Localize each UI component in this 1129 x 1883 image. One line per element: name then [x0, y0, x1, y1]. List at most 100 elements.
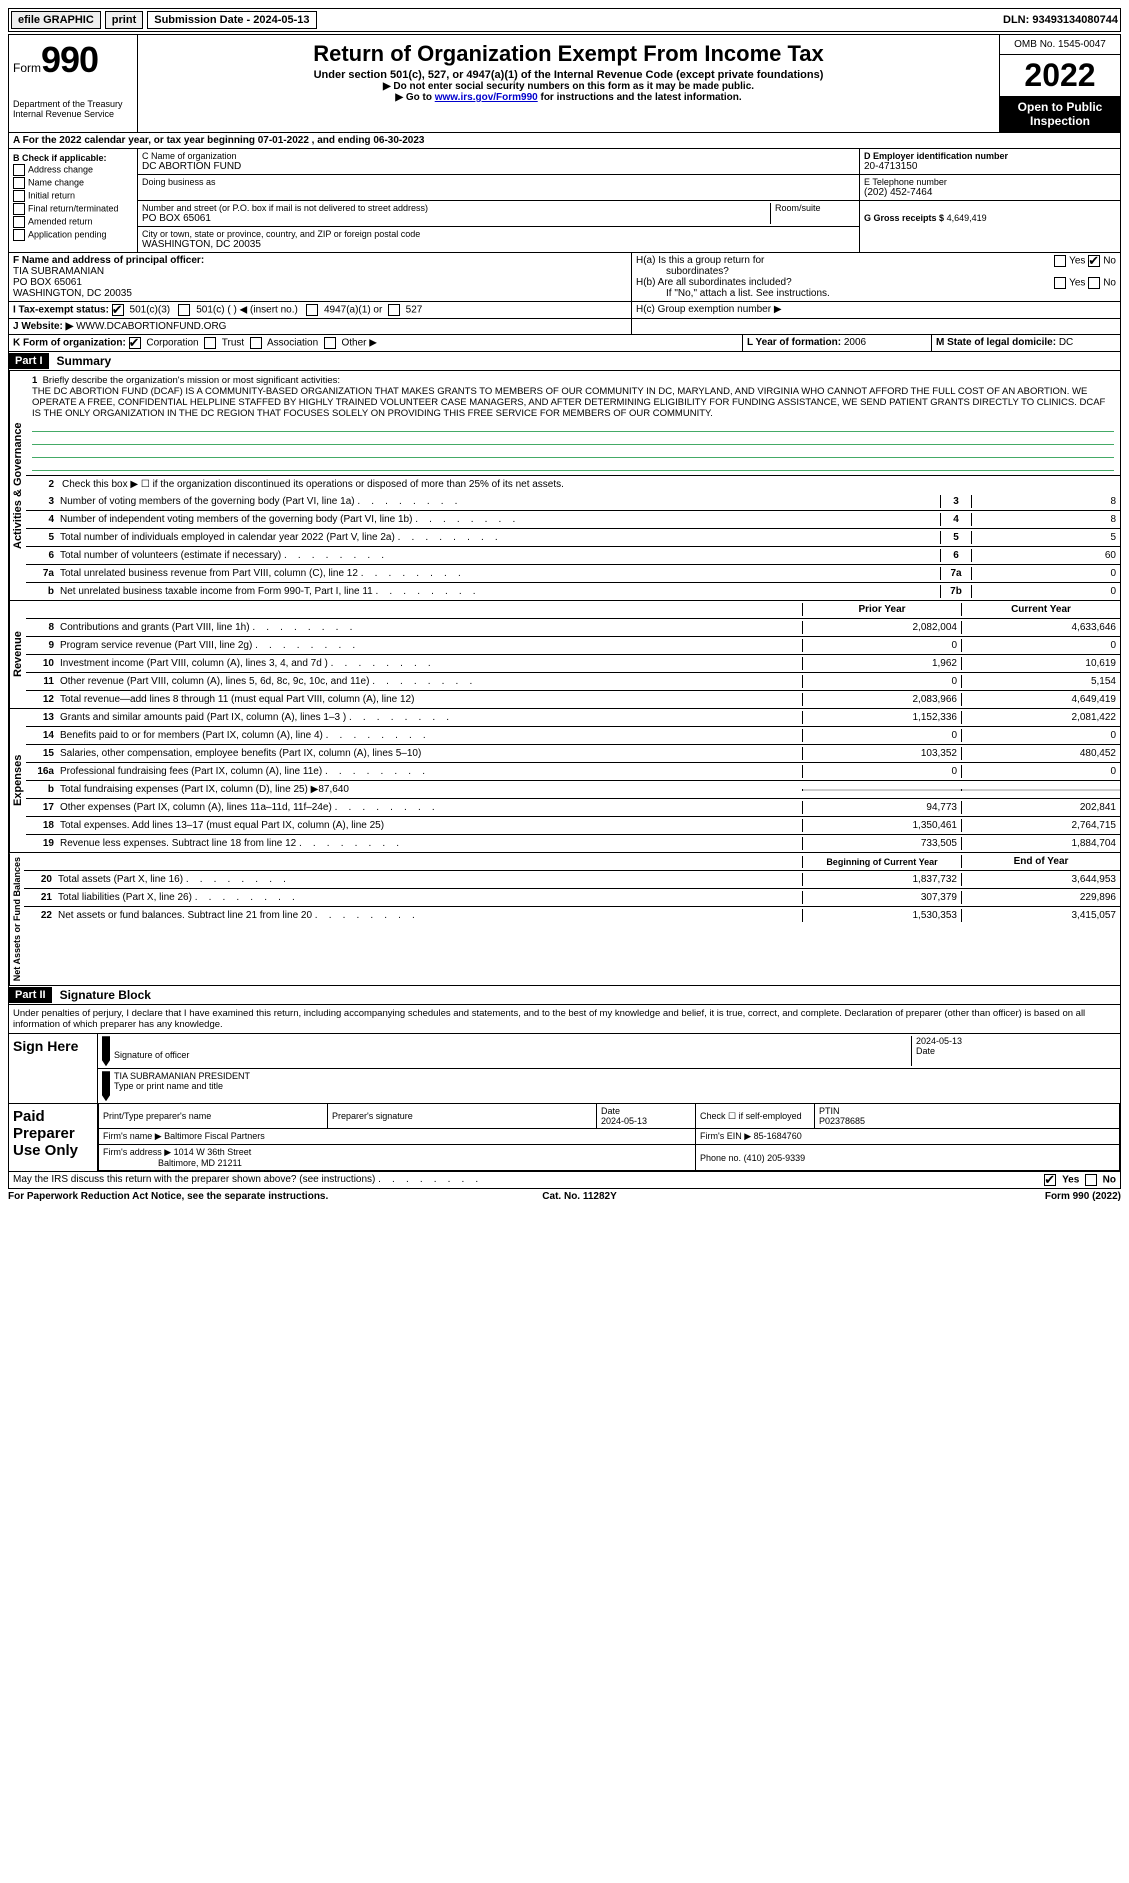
- l16b-v: 87,640: [318, 784, 349, 795]
- dba-lbl: Doing business as: [142, 177, 855, 187]
- part2-hdr: Part II Signature Block: [8, 986, 1121, 1005]
- l10: Investment income (Part VIII, column (A)…: [58, 657, 802, 670]
- c18: 2,764,715: [961, 819, 1120, 832]
- header-left: Form990 Department of the Treasury Inter…: [9, 35, 138, 132]
- c15: 480,452: [961, 747, 1120, 760]
- row-i: I Tax-exempt status: 501(c)(3) 501(c) ( …: [9, 302, 631, 318]
- hb-note: If "No," attach a list. See instructions…: [636, 288, 1116, 299]
- efile-label: efile GRAPHIC: [11, 11, 101, 29]
- c20: 3,644,953: [961, 873, 1120, 886]
- preparer-table: Print/Type preparer's name Preparer's si…: [98, 1104, 1120, 1171]
- p20: 1,837,732: [802, 873, 961, 886]
- chk-amended[interactable]: Amended return: [13, 216, 133, 228]
- officer-name-lbl: Type or print name and title: [114, 1081, 1116, 1091]
- p18: 1,350,461: [802, 819, 961, 832]
- col-b-hdr: B Check if applicable:: [13, 153, 107, 163]
- l19: Revenue less expenses. Subtract line 18 …: [58, 837, 802, 850]
- c19: 1,884,704: [961, 837, 1120, 850]
- row-fh: F Name and address of principal officer:…: [8, 253, 1121, 302]
- chk-other[interactable]: [324, 337, 336, 349]
- hc-lbl: H(c) Group exemption number ▶: [636, 304, 782, 315]
- l7a: Total unrelated business revenue from Pa…: [58, 567, 940, 580]
- fein-lbl: Firm's EIN ▶: [700, 1131, 751, 1141]
- chk-pending[interactable]: Application pending: [13, 229, 133, 241]
- goto-prefix: ▶ Go to: [395, 92, 434, 103]
- c16a: 0: [961, 765, 1120, 778]
- boy-hdr: Beginning of Current Year: [802, 856, 961, 868]
- subtitle-1: Under section 501(c), 527, or 4947(a)(1)…: [146, 69, 991, 81]
- c9: 0: [961, 639, 1120, 652]
- chk-trust[interactable]: [204, 337, 216, 349]
- chk-name[interactable]: Name change: [13, 177, 133, 189]
- l6: Total number of volunteers (estimate if …: [58, 549, 940, 562]
- chk-4947[interactable]: [306, 304, 318, 316]
- tab-activities: Activities & Governance: [9, 371, 26, 600]
- chk-527[interactable]: [388, 304, 400, 316]
- chk-501c3[interactable]: [112, 304, 124, 316]
- col-h: H(a) Is this a group return for Yes No s…: [631, 253, 1120, 301]
- discuss-yes[interactable]: [1044, 1174, 1056, 1186]
- discuss-no[interactable]: [1085, 1174, 1097, 1186]
- l12: Total revenue—add lines 8 through 11 (mu…: [58, 693, 802, 706]
- irs-link[interactable]: www.irs.gov/Form990: [435, 92, 538, 103]
- tab-netassets: Net Assets or Fund Balances: [9, 853, 24, 985]
- l20: Total assets (Part X, line 16): [56, 873, 802, 886]
- mission-text: THE DC ABORTION FUND (DCAF) IS A COMMUNI…: [32, 386, 1105, 419]
- v7a: 0: [971, 567, 1120, 580]
- l-val: 2006: [844, 337, 866, 348]
- c11: 5,154: [961, 675, 1120, 688]
- tax-year: 2022: [1000, 55, 1120, 96]
- chk-final[interactable]: Final return/terminated: [13, 203, 133, 215]
- sig-date-lbl: Date: [916, 1046, 1116, 1056]
- inspect-1: Open to Public: [1002, 100, 1118, 114]
- goto-suffix: for instructions and the latest informat…: [538, 92, 742, 103]
- faddr2: Baltimore, MD 21211: [158, 1158, 242, 1168]
- print-button[interactable]: print: [105, 11, 143, 29]
- submission-date: Submission Date - 2024-05-13: [147, 11, 316, 29]
- l11: Other revenue (Part VIII, column (A), li…: [58, 675, 802, 688]
- p19: 733,505: [802, 837, 961, 850]
- chk-assoc[interactable]: [250, 337, 262, 349]
- perjury-decl: Under penalties of perjury, I declare th…: [8, 1005, 1121, 1034]
- chk-initial[interactable]: Initial return: [13, 190, 133, 202]
- entity-block: B Check if applicable: Address change Na…: [8, 149, 1121, 253]
- f-lbl: F Name and address of principal officer:: [13, 255, 204, 266]
- phone: (410) 205-9339: [744, 1153, 806, 1163]
- irs-label: Internal Revenue Service: [13, 109, 133, 119]
- ptin: P02378685: [819, 1116, 865, 1126]
- chk-corp[interactable]: [129, 337, 141, 349]
- subtitle-2: ▶ Do not enter social security numbers o…: [146, 81, 991, 92]
- inspect-2: Inspection: [1002, 114, 1118, 128]
- l-lbl: L Year of formation:: [747, 337, 841, 348]
- p11: 0: [802, 675, 961, 688]
- sig-arrow-icon-2: [102, 1071, 110, 1101]
- header-center: Return of Organization Exempt From Incom…: [138, 35, 999, 132]
- l5: Total number of individuals employed in …: [58, 531, 940, 544]
- dln: DLN: 93493134080744: [1003, 14, 1118, 26]
- website: WWW.DCABORTIONFUND.ORG: [76, 321, 226, 332]
- sec-revenue: Revenue Prior Year Current Year 8Contrib…: [8, 601, 1121, 709]
- pp-date-lbl: Date: [601, 1106, 620, 1116]
- chk-501c[interactable]: [178, 304, 190, 316]
- m-lbl: M State of legal domicile:: [936, 337, 1056, 348]
- room-lbl: Room/suite: [775, 203, 855, 213]
- omb-number: OMB No. 1545-0047: [1000, 35, 1120, 55]
- p14: 0: [802, 729, 961, 742]
- v7b: 0: [971, 585, 1120, 598]
- p15: 103,352: [802, 747, 961, 760]
- ein: 20-4713150: [864, 161, 1116, 172]
- sec-netassets: Net Assets or Fund Balances Beginning of…: [8, 853, 1121, 986]
- l18: Total expenses. Add lines 13–17 (must eq…: [58, 819, 802, 832]
- i-lbl: I Tax-exempt status:: [13, 305, 109, 316]
- city-lbl: City or town, state or province, country…: [142, 229, 855, 239]
- p13: 1,152,336: [802, 711, 961, 724]
- footer-left: For Paperwork Reduction Act Notice, see …: [8, 1191, 328, 1202]
- chk-address[interactable]: Address change: [13, 164, 133, 176]
- sig-date: 2024-05-13: [916, 1036, 1116, 1046]
- paid-preparer-block: Paid Preparer Use Only Print/Type prepar…: [8, 1104, 1121, 1172]
- k-lbl: K Form of organization:: [13, 338, 126, 349]
- eoy-hdr: End of Year: [961, 855, 1120, 868]
- l2: Check this box ▶ ☐ if the organization d…: [58, 476, 1120, 493]
- l3: Number of voting members of the governin…: [58, 495, 940, 508]
- addr: PO BOX 65061: [142, 213, 770, 224]
